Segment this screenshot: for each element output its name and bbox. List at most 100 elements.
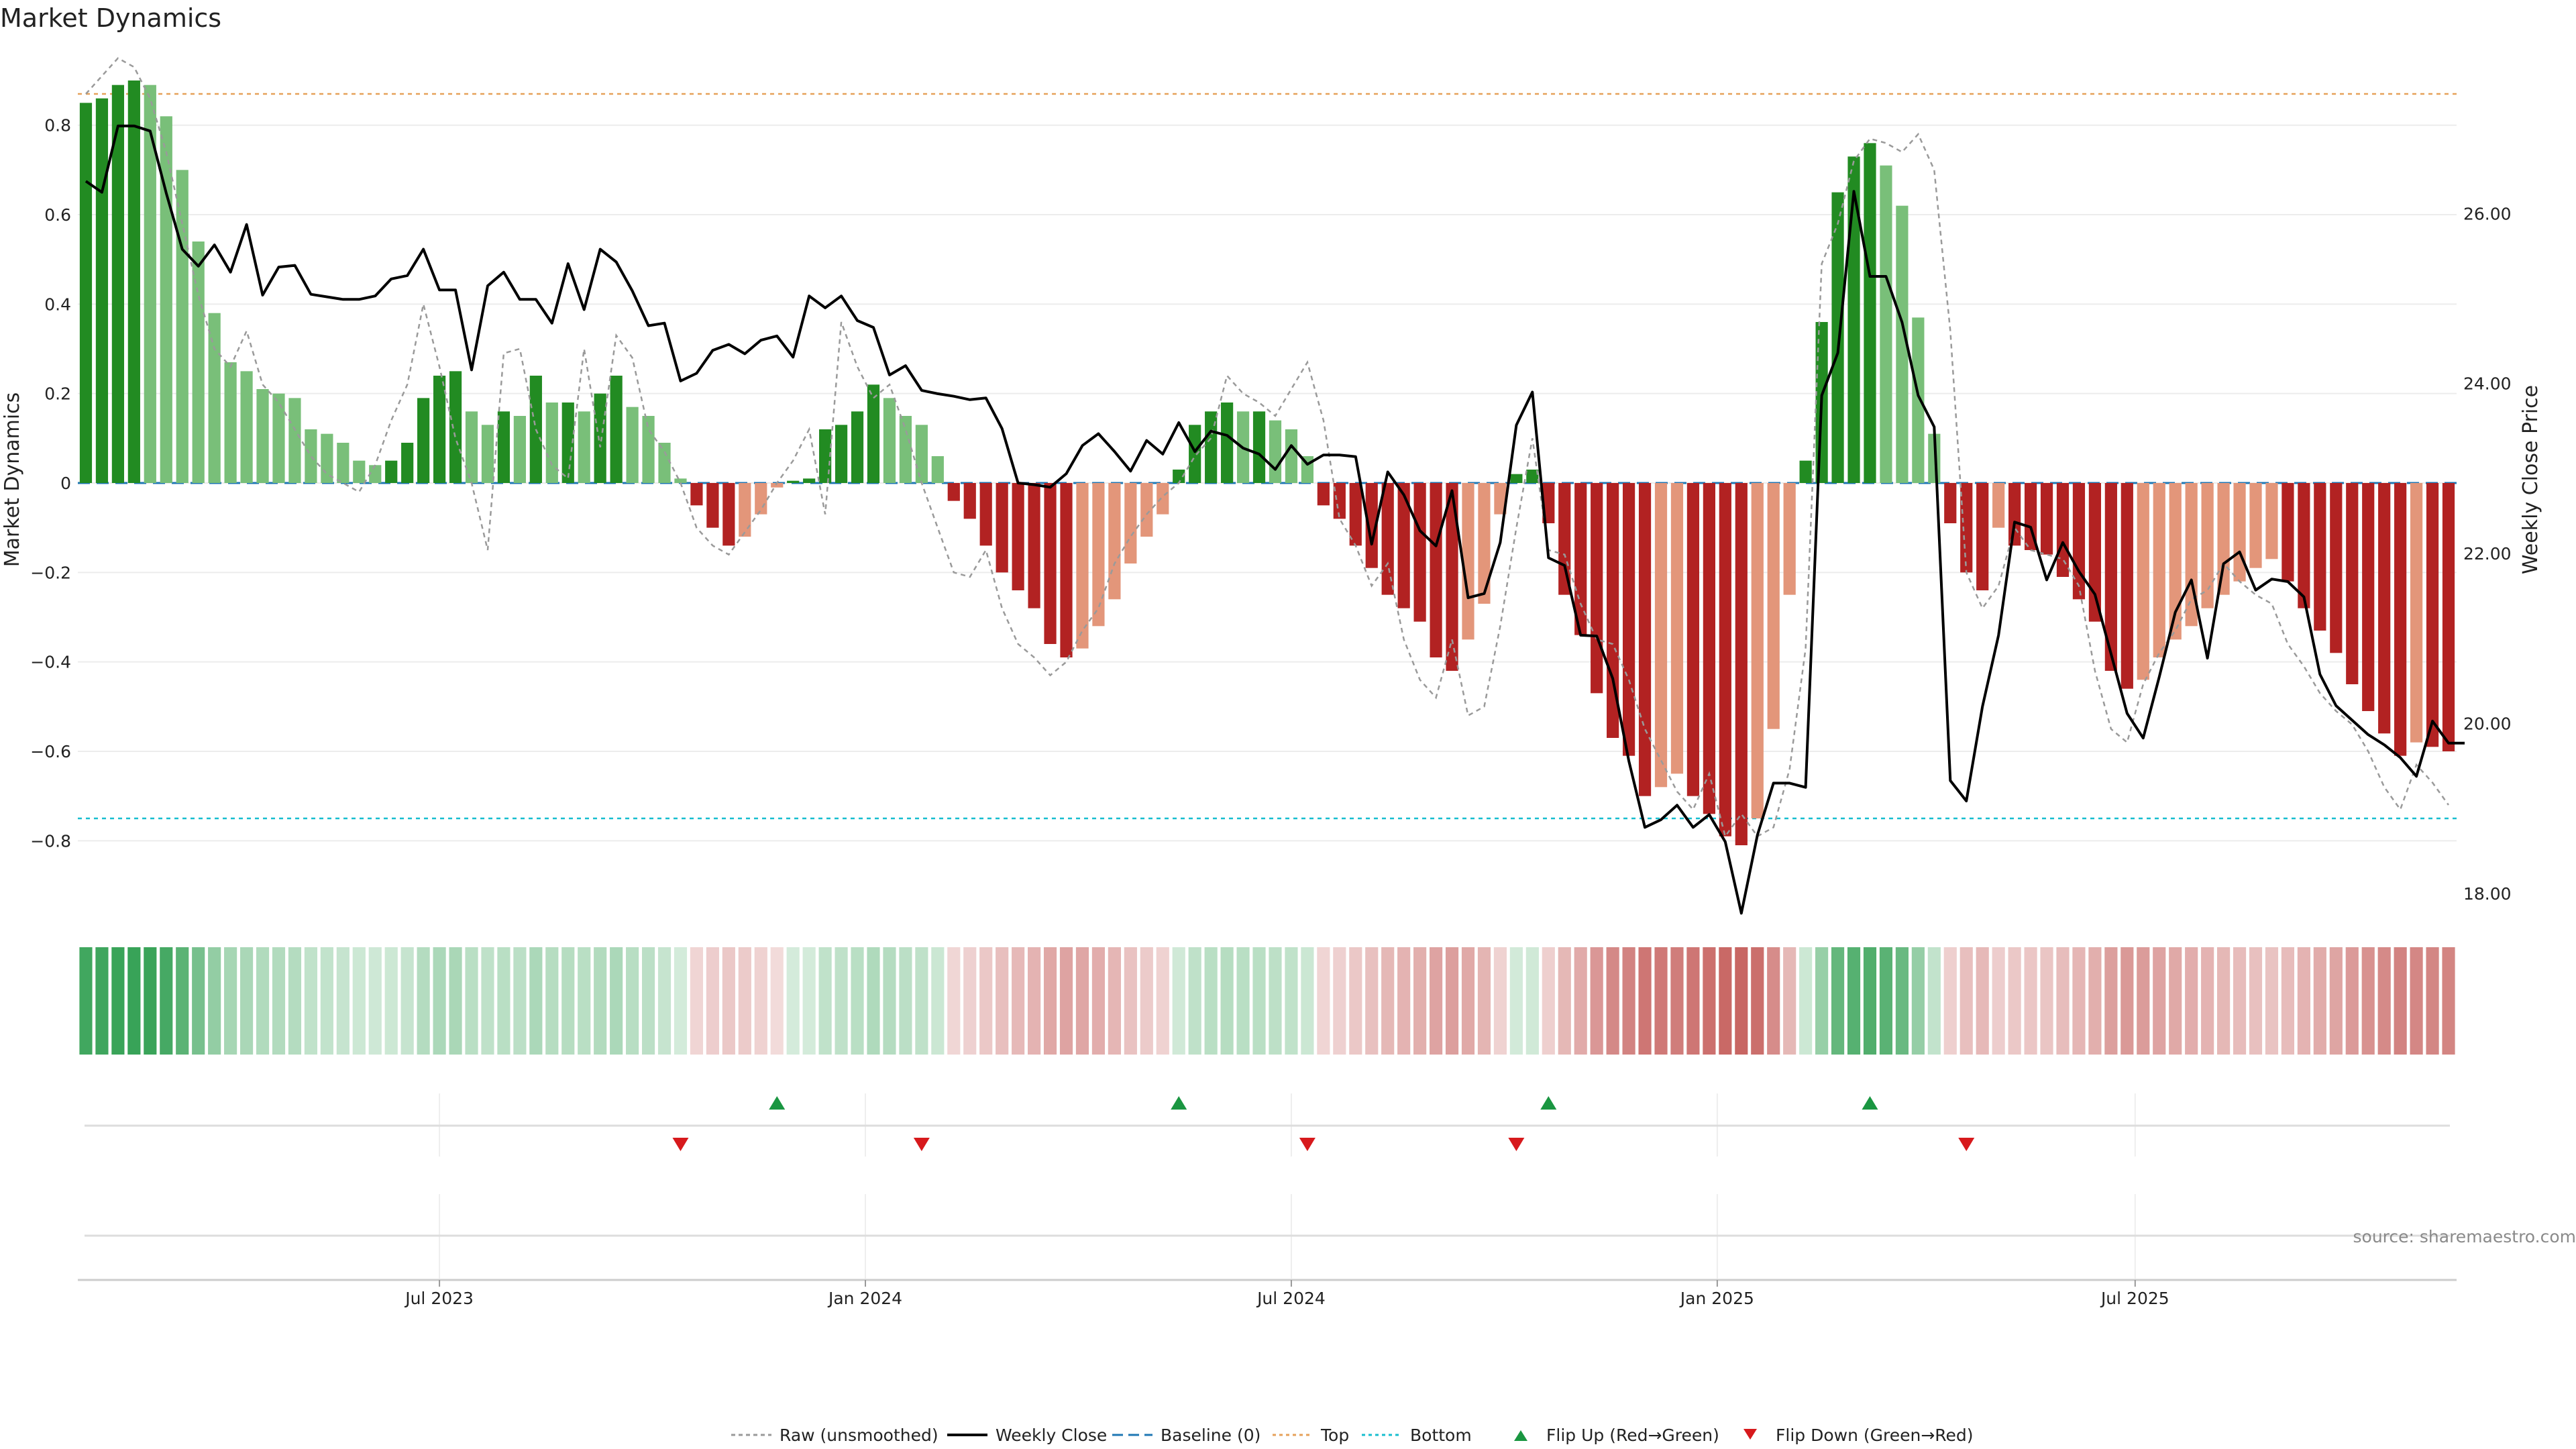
strip-cell bbox=[1156, 947, 1169, 1055]
strip-cell bbox=[513, 947, 527, 1055]
strip-cell bbox=[1269, 947, 1282, 1055]
dynamics-bar bbox=[1092, 483, 1105, 627]
dynamics-bar bbox=[899, 416, 912, 483]
flip-up-marker bbox=[769, 1096, 786, 1110]
strip-cell bbox=[2121, 947, 2134, 1055]
strip-cell bbox=[384, 947, 398, 1055]
dynamics-bar bbox=[1735, 483, 1748, 845]
dynamics-bar bbox=[481, 425, 494, 483]
strip-cell bbox=[1220, 947, 1234, 1055]
flip-down-marker bbox=[1508, 1138, 1525, 1151]
strip-cell bbox=[1558, 947, 1571, 1055]
dynamics-bar bbox=[272, 393, 285, 483]
strip-cell bbox=[931, 947, 945, 1055]
strip-cell bbox=[1236, 947, 1250, 1055]
series-lines bbox=[85, 57, 2465, 915]
dynamics-bar bbox=[1912, 317, 1925, 483]
strip-cell bbox=[545, 947, 559, 1055]
dynamics-bar bbox=[931, 456, 944, 483]
strip-cell bbox=[176, 947, 189, 1055]
dynamics-bar bbox=[127, 80, 140, 483]
dynamics-bar bbox=[1638, 483, 1652, 796]
dynamics-bar bbox=[337, 443, 350, 483]
dynamics-bar bbox=[658, 443, 671, 483]
strip-cell bbox=[1863, 947, 1877, 1055]
dynamics-bar bbox=[1381, 483, 1394, 595]
y2-tick-label: 20.00 bbox=[2463, 714, 2512, 734]
strip-cell bbox=[1461, 947, 1475, 1055]
strip-cell bbox=[449, 947, 462, 1055]
dynamics-bar bbox=[1960, 483, 1973, 573]
x-tick-label: Jan 2025 bbox=[1679, 1289, 1754, 1308]
dynamics-bar bbox=[208, 313, 221, 483]
legend-item-weekly-close: Weekly Close bbox=[947, 1426, 1107, 1445]
strip-cell bbox=[433, 947, 446, 1055]
dynamics-bar bbox=[1880, 165, 1892, 483]
strip-cell bbox=[2185, 947, 2198, 1055]
dynamics-bar bbox=[1686, 483, 1700, 796]
strip-cell bbox=[979, 947, 993, 1055]
strip-cell bbox=[1043, 947, 1057, 1055]
strip-cell bbox=[1767, 947, 1780, 1055]
x-tick-label: Jul 2023 bbox=[404, 1289, 474, 1308]
empty-subpanel bbox=[85, 1194, 2450, 1279]
strip-cell bbox=[1301, 947, 1314, 1055]
dynamics-bar bbox=[2233, 483, 2246, 582]
strip-cell bbox=[786, 947, 800, 1055]
dynamics-bar bbox=[1831, 192, 1844, 483]
dynamics-bar bbox=[610, 376, 623, 483]
dynamics-bar bbox=[1060, 483, 1073, 657]
source-note: source: sharemaestro.com bbox=[2353, 1227, 2576, 1246]
strip-cell bbox=[417, 947, 430, 1055]
dynamics-bar bbox=[1446, 483, 1458, 671]
strip-cell bbox=[899, 947, 912, 1055]
strip-cell bbox=[272, 947, 286, 1055]
strip-cell bbox=[706, 947, 719, 1055]
dynamics-bar bbox=[594, 393, 606, 483]
strip-cell bbox=[79, 947, 93, 1055]
strip-cell bbox=[1654, 947, 1668, 1055]
dynamics-bar bbox=[803, 478, 816, 483]
strip-cell bbox=[594, 947, 607, 1055]
dynamics-bar bbox=[1478, 483, 1491, 604]
chart-title: Market Dynamics bbox=[0, 3, 221, 33]
legend-item-bottom: Bottom bbox=[1362, 1426, 1472, 1445]
strip-cell bbox=[111, 947, 125, 1055]
strip-cell bbox=[1943, 947, 1957, 1055]
strip-cell bbox=[2329, 947, 2343, 1055]
dynamics-bar bbox=[1076, 483, 1089, 649]
strip-cell bbox=[1606, 947, 1619, 1055]
dynamics-bar bbox=[449, 371, 462, 483]
dynamics-bar bbox=[2362, 483, 2375, 711]
dynamics-bar bbox=[2410, 483, 2423, 743]
y-tick-label: 0.8 bbox=[44, 116, 71, 136]
dynamics-bar bbox=[1189, 425, 1201, 483]
dynamics-bar bbox=[2298, 483, 2310, 608]
dynamics-bar bbox=[79, 103, 93, 484]
dynamics-bar bbox=[2137, 483, 2149, 680]
strip-cell bbox=[2345, 947, 2359, 1055]
dynamics-bar bbox=[1430, 483, 1442, 657]
flip-down-marker bbox=[1299, 1138, 1316, 1151]
dynamics-bar bbox=[947, 483, 960, 501]
legend-swatch-flip-down bbox=[1743, 1429, 1757, 1440]
strip-cell bbox=[1751, 947, 1764, 1055]
legend-label: Raw (unsmoothed) bbox=[780, 1426, 938, 1445]
legend-swatch-flip-up bbox=[1514, 1430, 1527, 1441]
dynamics-bar bbox=[561, 402, 574, 483]
dynamics-bar bbox=[1799, 460, 1812, 483]
dynamics-bar bbox=[1397, 483, 1410, 608]
dynamics-bar bbox=[690, 483, 703, 506]
dynamics-bar bbox=[144, 85, 156, 483]
dynamics-bar bbox=[1462, 483, 1474, 640]
strip-cell bbox=[1799, 947, 1813, 1055]
dynamics-bar bbox=[1944, 483, 1957, 523]
strip-cell bbox=[578, 947, 591, 1055]
dynamics-bar bbox=[1703, 483, 1715, 814]
dynamics-bar bbox=[1349, 483, 1362, 546]
strip-cell bbox=[2361, 947, 2375, 1055]
y2-tick-label: 24.00 bbox=[2463, 374, 2512, 394]
dynamics-bar bbox=[1558, 483, 1571, 595]
strip-cell bbox=[1188, 947, 1201, 1055]
